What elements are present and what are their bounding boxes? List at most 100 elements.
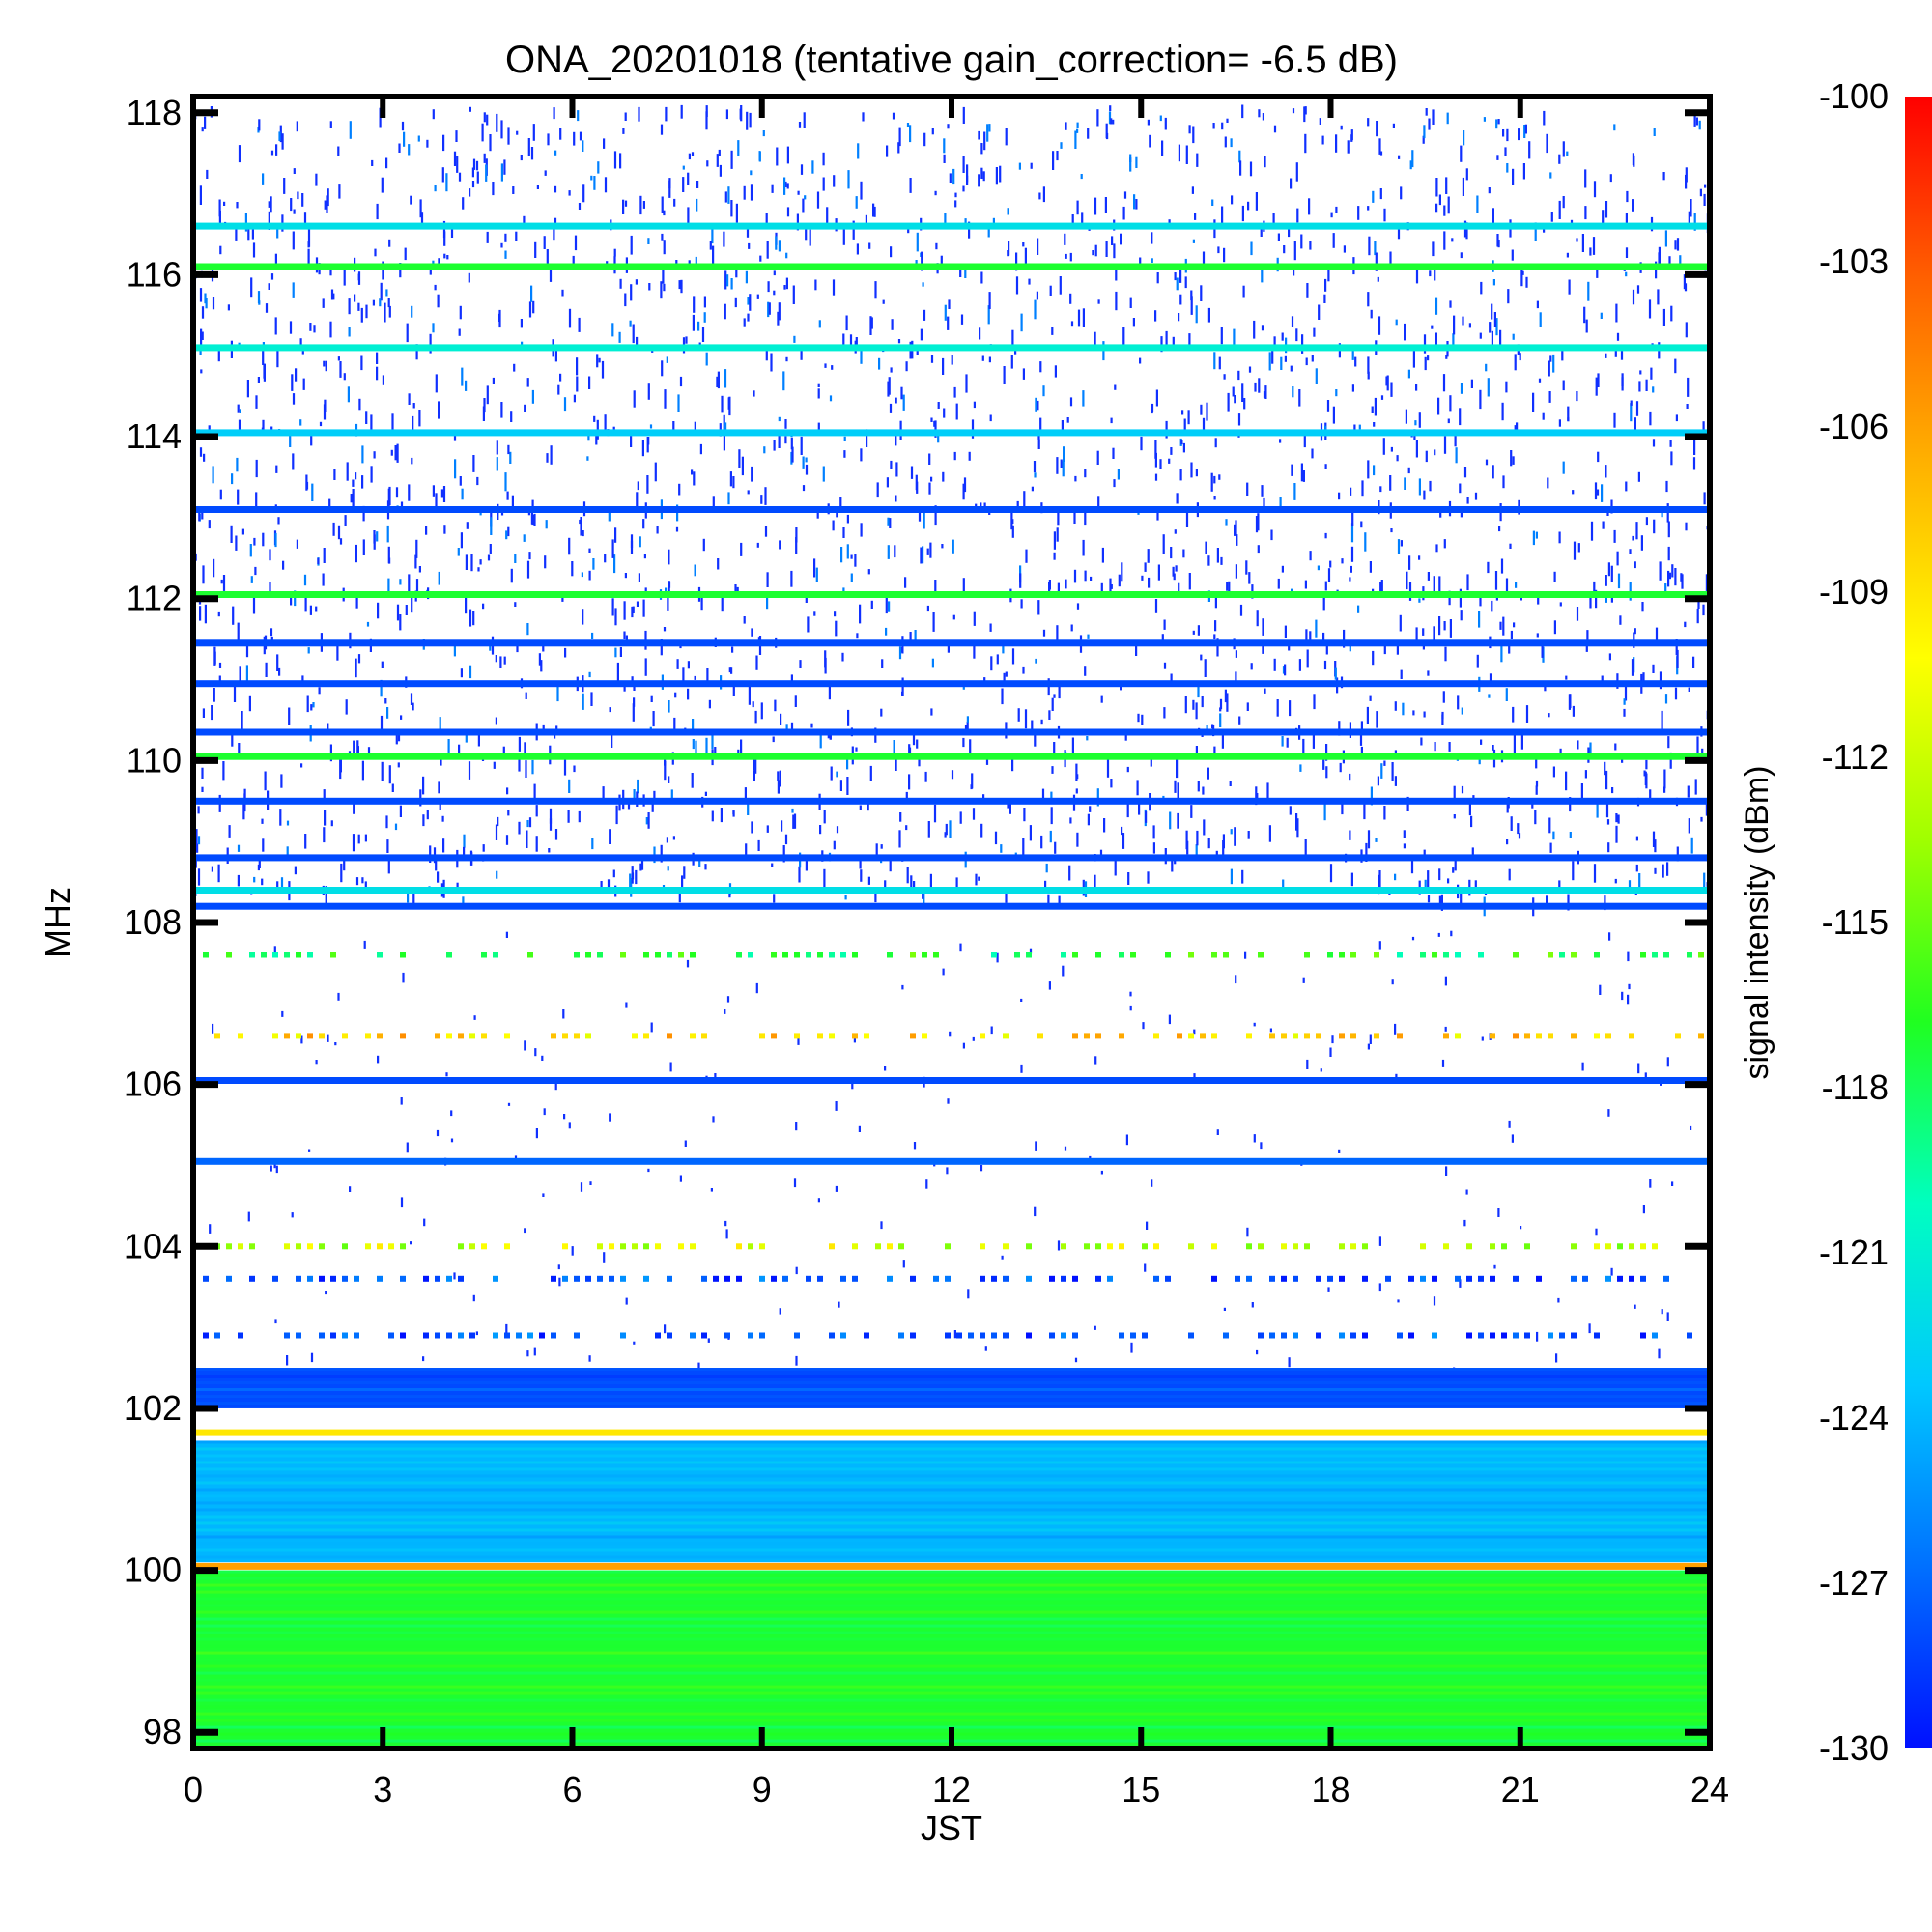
- noise-speck: [1042, 186, 1045, 203]
- noise-speck: [526, 623, 529, 636]
- noise-speck: [202, 708, 205, 718]
- noise-speck: [629, 320, 632, 327]
- noise-speck: [1177, 812, 1179, 829]
- noise-speck: [197, 868, 201, 886]
- noise-speck: [1304, 580, 1307, 589]
- noise-speck: [201, 331, 204, 340]
- noise-speck: [1253, 1022, 1256, 1027]
- noise-speck: [1493, 1264, 1496, 1269]
- noise-speck: [233, 686, 237, 702]
- noise-speck: [1235, 975, 1237, 984]
- signal-segment: [1339, 952, 1345, 958]
- noise-speck: [477, 734, 480, 747]
- noise-floor-stripe: [193, 1555, 1710, 1559]
- noise-speck: [1508, 868, 1511, 881]
- noise-speck: [1615, 813, 1618, 823]
- noise-speck: [315, 1060, 318, 1065]
- x-tick-label: 9: [753, 1770, 772, 1809]
- noise-speck: [460, 532, 463, 549]
- noise-speck: [1703, 193, 1706, 206]
- noise-speck: [1595, 377, 1598, 396]
- noise-speck: [1002, 641, 1005, 654]
- noise-speck: [435, 493, 438, 511]
- noise-speck: [1479, 332, 1482, 339]
- noise-speck: [1331, 1035, 1334, 1044]
- noise-speck: [1425, 450, 1428, 463]
- noise-speck: [888, 377, 891, 395]
- signal-segment: [365, 1033, 371, 1039]
- noise-speck: [402, 972, 405, 983]
- noise-speck: [453, 151, 457, 166]
- signal-segment: [1188, 1033, 1194, 1039]
- noise-speck: [1576, 391, 1578, 402]
- noise-speck: [1441, 1059, 1445, 1067]
- signal-segment: [1374, 1033, 1379, 1039]
- noise-speck: [1609, 174, 1612, 183]
- noise-speck: [1202, 786, 1205, 795]
- signal-segment: [238, 1332, 243, 1339]
- noise-speck: [1378, 138, 1381, 155]
- noise-speck: [1569, 694, 1572, 709]
- noise-speck: [1069, 817, 1072, 824]
- noise-speck: [507, 810, 510, 816]
- noise-speck: [495, 717, 497, 724]
- noise-speck: [1391, 762, 1394, 781]
- noise-speck: [951, 355, 953, 365]
- noise-speck: [1070, 321, 1074, 327]
- noise-speck: [1165, 330, 1168, 347]
- noise-speck: [1273, 336, 1276, 348]
- noise-speck: [909, 125, 912, 143]
- noise-speck: [1424, 356, 1427, 371]
- noise-speck: [1694, 779, 1697, 795]
- noise-speck: [262, 173, 265, 185]
- noise-speck: [261, 878, 264, 886]
- noise-speck: [1455, 447, 1458, 464]
- noise-speck: [926, 548, 929, 555]
- noise-speck: [349, 1186, 352, 1192]
- noise-speck: [1536, 633, 1539, 638]
- signal-segment: [1513, 1332, 1519, 1339]
- noise-speck: [206, 169, 209, 179]
- noise-speck: [625, 1002, 628, 1008]
- noise-speck: [1447, 196, 1450, 214]
- signal-segment: [852, 1033, 858, 1039]
- noise-speck: [1412, 350, 1415, 368]
- noise-speck: [1676, 846, 1679, 862]
- noise-speck: [1322, 758, 1325, 770]
- noise-speck: [1437, 932, 1440, 937]
- noise-speck: [1077, 309, 1081, 327]
- noise-speck: [717, 371, 720, 389]
- noise-speck: [1322, 592, 1325, 611]
- signal-segment: [1443, 1033, 1449, 1039]
- signal-segment: [527, 952, 533, 958]
- noise-speck: [1495, 119, 1498, 129]
- noise-speck: [1213, 746, 1216, 759]
- signal-segment: [562, 1033, 568, 1039]
- noise-speck: [339, 538, 343, 545]
- noise-speck: [1635, 864, 1638, 872]
- noise-speck: [868, 242, 871, 249]
- noise-speck: [1444, 976, 1447, 986]
- noise-speck: [201, 786, 204, 792]
- noise-speck: [1634, 628, 1636, 635]
- noise-speck: [1705, 804, 1708, 816]
- noise-speck: [500, 163, 503, 182]
- noise-speck: [1459, 1279, 1462, 1288]
- noise-speck: [1289, 700, 1292, 717]
- noise-speck: [1069, 293, 1072, 304]
- noise-speck: [743, 616, 746, 624]
- noise-speck: [764, 487, 767, 505]
- noise-speck: [978, 130, 980, 140]
- noise-speck: [719, 164, 722, 177]
- noise-speck: [1114, 860, 1117, 876]
- noise-speck: [268, 283, 270, 290]
- noise-speck: [1688, 818, 1690, 834]
- noise-speck: [337, 146, 340, 156]
- noise-speck: [1459, 483, 1462, 494]
- signal-segment: [910, 952, 916, 958]
- noise-speck: [1219, 698, 1223, 710]
- noise-speck: [1149, 134, 1151, 148]
- noise-speck: [1338, 492, 1341, 500]
- noise-speck: [403, 131, 406, 147]
- noise-speck: [593, 415, 596, 422]
